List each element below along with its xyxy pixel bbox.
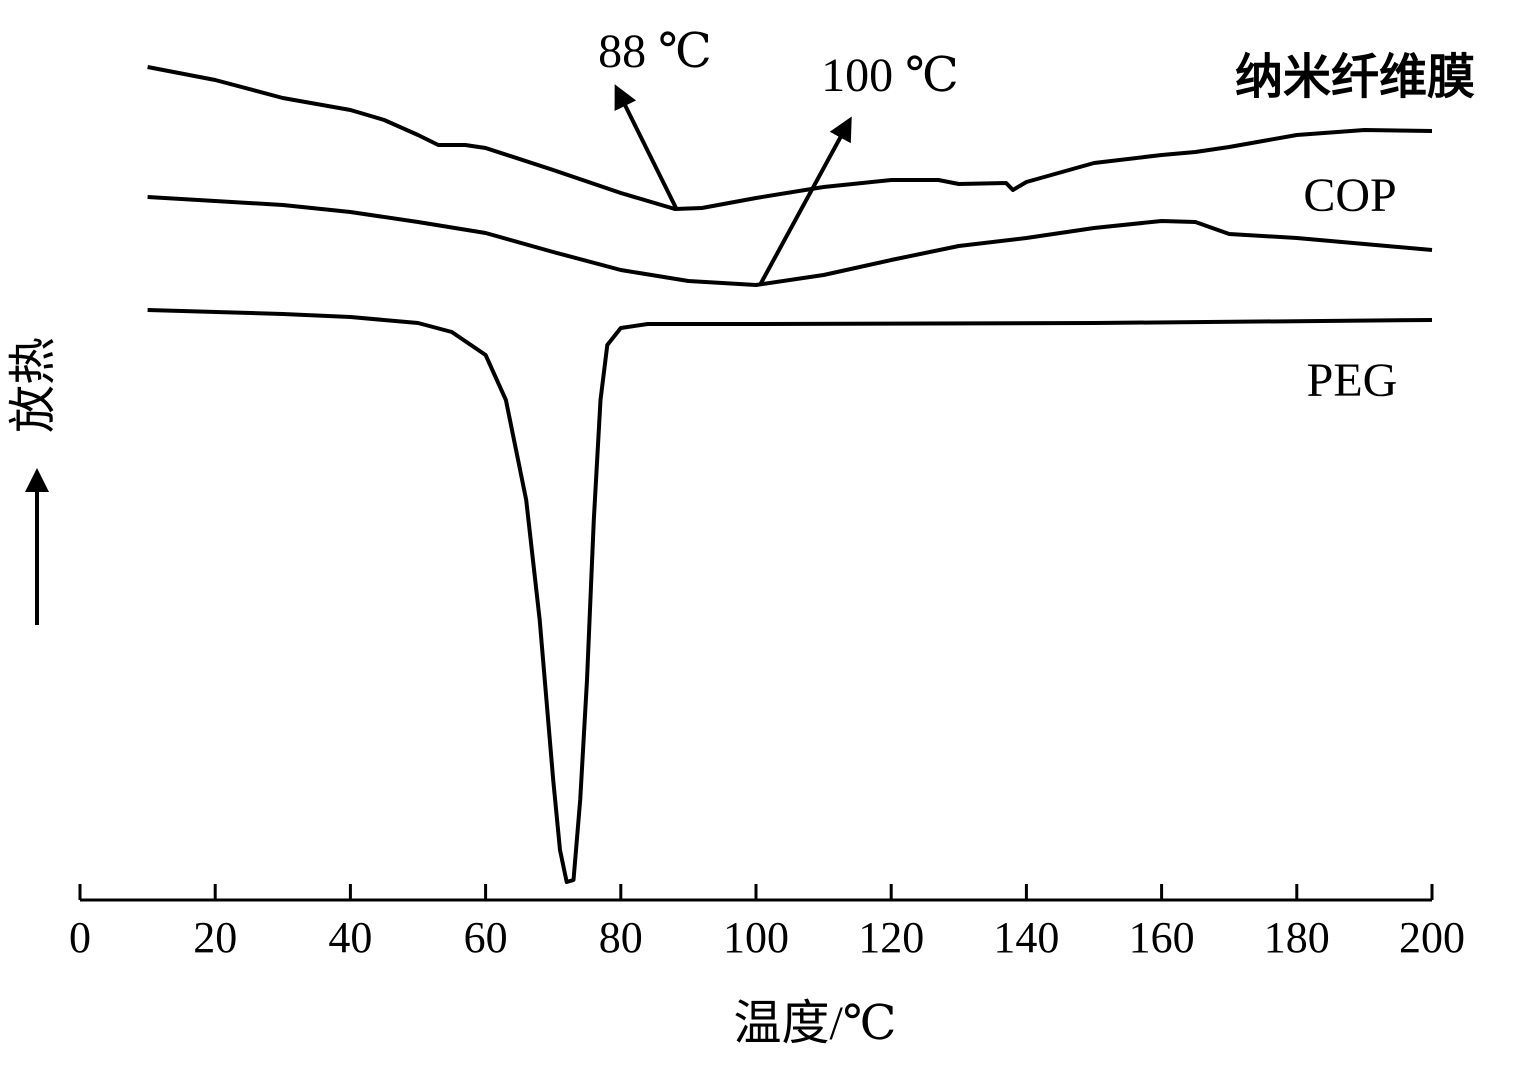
x-tick-label: 20 [193,913,237,962]
series-line [147,65,1433,211]
x-tick-label: 0 [69,913,91,962]
x-tick-label: 100 [723,913,789,962]
series-line [147,195,1433,287]
x-tick-label: 200 [1399,913,1465,962]
x-tick-label: 80 [599,913,643,962]
annotation: 100 ℃ [821,49,959,102]
y-axis-label: 放热 [7,337,60,433]
x-tick-label: 160 [1129,913,1195,962]
x-tick-label: 40 [328,913,372,962]
x-axis-label: 温度/℃ [733,997,896,1050]
series-label: PEG [1307,354,1398,407]
annotation-arrow [614,84,679,211]
series-label: 纳米纤维膜 [1235,51,1475,104]
x-tick-label: 180 [1264,913,1330,962]
series-label: COP [1303,169,1396,222]
annotation-arrow [758,116,852,286]
annotation: 88 ℃ [598,25,712,78]
x-tick-label: 140 [993,913,1059,962]
series-line [147,308,1433,884]
x-tick-label: 120 [858,913,924,962]
x-tick-label: 60 [464,913,508,962]
